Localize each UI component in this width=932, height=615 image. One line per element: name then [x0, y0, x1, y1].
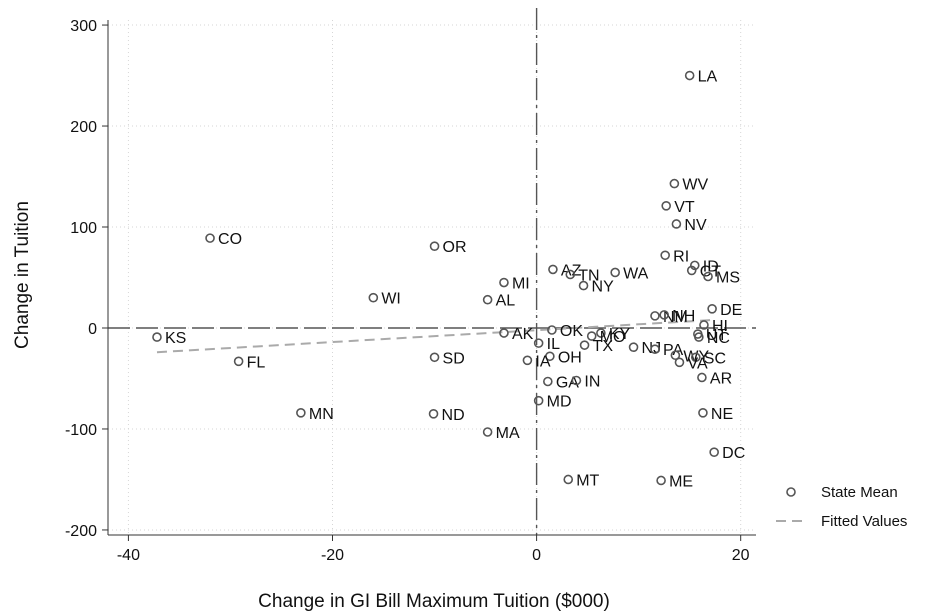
legend-label-fitted-values: Fitted Values	[821, 513, 907, 530]
state-label: IA	[535, 353, 550, 370]
y-tick-label: 100	[70, 220, 97, 237]
state-label: VT	[674, 199, 695, 216]
state-label: NY	[592, 279, 615, 296]
state-label: MA	[496, 425, 520, 442]
state-label: MI	[512, 276, 530, 293]
y-tick-label: 300	[70, 18, 97, 35]
x-tick-label: -20	[321, 547, 344, 564]
state-label: ND	[442, 407, 465, 424]
state-label: CO	[218, 231, 242, 248]
x-tick-label: 0	[532, 547, 541, 564]
x-axis-title: Change in GI Bill Maximum Tuition ($000)	[258, 591, 610, 612]
state-label: DE	[720, 302, 742, 319]
state-label: NC	[707, 330, 730, 347]
state-label: PA	[663, 342, 683, 359]
x-tick-label: -40	[117, 547, 140, 564]
state-label: WA	[623, 265, 649, 282]
state-label: IN	[584, 374, 600, 391]
state-label: FL	[247, 354, 266, 371]
state-label: OH	[558, 349, 582, 366]
y-tick-label: -200	[65, 523, 97, 540]
state-label: OK	[560, 323, 583, 340]
state-label: TX	[593, 338, 614, 355]
state-label: NV	[684, 217, 707, 234]
state-label: NH	[672, 308, 695, 325]
y-tick-label: 200	[70, 119, 97, 136]
x-tick-label: 20	[732, 547, 750, 564]
state-label: LA	[698, 69, 718, 86]
state-label: MT	[576, 472, 599, 489]
state-label: KS	[165, 330, 186, 347]
state-label: MS	[716, 269, 740, 286]
state-label: RI	[673, 248, 689, 265]
state-label: ME	[669, 473, 693, 490]
state-label: AL	[496, 293, 516, 310]
y-tick-label: -100	[65, 422, 97, 439]
state-label: NE	[711, 406, 733, 423]
state-label: VA	[687, 355, 707, 372]
legend-label-state-mean: State Mean	[821, 484, 898, 501]
state-label: DC	[722, 445, 745, 462]
y-tick-label: 0	[88, 321, 97, 338]
state-label: AK	[512, 326, 534, 343]
state-label: SD	[443, 350, 465, 367]
state-label: OR	[443, 239, 467, 256]
state-label: WV	[682, 177, 708, 194]
state-label: MD	[547, 394, 572, 411]
y-axis-title: Change in Tuition	[12, 201, 33, 349]
state-label: MN	[309, 406, 334, 423]
state-label: AR	[710, 370, 732, 387]
state-label: WI	[381, 291, 401, 308]
